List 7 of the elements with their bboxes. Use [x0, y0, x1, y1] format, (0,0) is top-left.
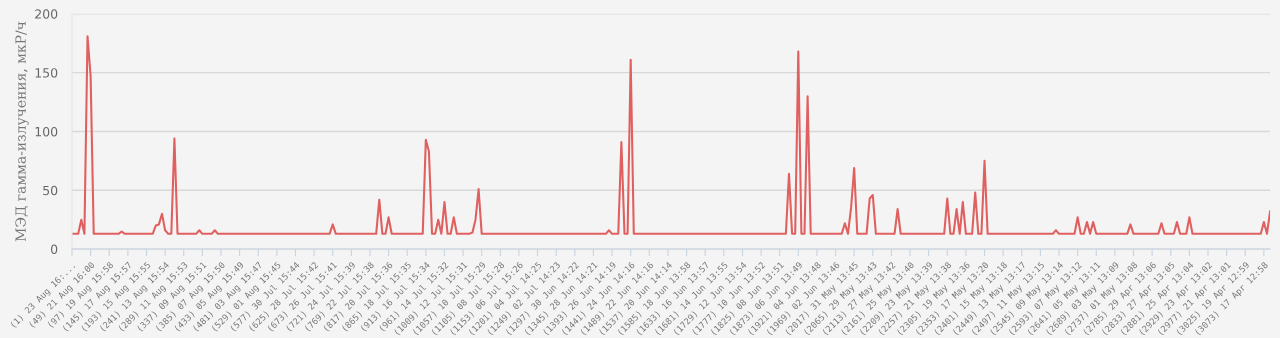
y-tick-label: 200 — [35, 9, 58, 19]
y-tick-label: 150 — [35, 68, 58, 78]
y-tick-label: 50 — [43, 185, 58, 196]
y-axis-title: МЭД гамма-излучения, мкР/ч — [15, 21, 29, 242]
y-tick-label: 100 — [35, 126, 58, 137]
line-series — [72, 35, 1271, 235]
y-tick-label: 0 — [50, 244, 58, 255]
